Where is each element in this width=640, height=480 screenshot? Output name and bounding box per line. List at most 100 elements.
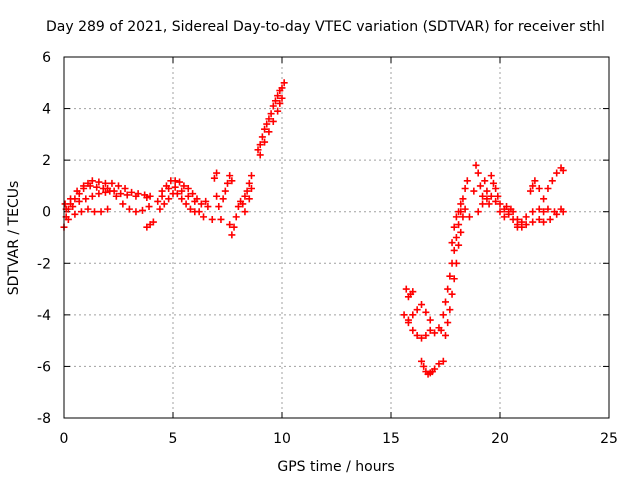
data-point (112, 192, 120, 200)
data-point (450, 223, 458, 231)
data-point (518, 223, 526, 231)
data-point (84, 205, 92, 213)
data-point (276, 99, 284, 107)
data-point (165, 185, 173, 193)
data-point (404, 316, 412, 324)
data-point (245, 195, 253, 203)
data-point (455, 241, 463, 249)
data-point (95, 190, 103, 198)
data-point (461, 185, 469, 193)
data-point (452, 213, 460, 221)
data-point (101, 179, 109, 187)
data-point (241, 208, 249, 216)
data-point (121, 185, 129, 193)
data-point (215, 203, 223, 211)
data-point (522, 213, 530, 221)
data-point (540, 208, 548, 216)
data-point (143, 194, 151, 202)
data-point (171, 177, 179, 185)
chart-title: Day 289 of 2021, Sidereal Day-to-day VTE… (46, 19, 605, 35)
data-point (191, 197, 199, 205)
data-point (173, 190, 181, 198)
data-point (115, 182, 122, 190)
data-point (254, 146, 262, 154)
data-point (247, 172, 255, 180)
data-point (459, 195, 467, 203)
data-point (228, 231, 236, 239)
data-point (553, 169, 561, 177)
data-point (104, 205, 112, 213)
data-point (219, 195, 227, 203)
data-point (239, 200, 247, 208)
data-point (125, 205, 133, 213)
data-point (448, 239, 456, 247)
data-point (77, 208, 85, 216)
y-tick-label: 0 (42, 205, 51, 221)
data-point (258, 133, 266, 141)
data-point (400, 311, 408, 319)
x-tick-label: 20 (491, 431, 509, 447)
data-point (101, 188, 109, 196)
data-point (158, 192, 166, 200)
data-point (544, 205, 552, 213)
data-point (496, 208, 504, 216)
data-point (513, 221, 521, 229)
data-point (178, 187, 186, 195)
y-tick-label: 6 (42, 50, 51, 66)
data-point (269, 102, 277, 110)
plot-frame (63, 56, 610, 419)
data-point (470, 187, 478, 195)
data-point (93, 183, 101, 191)
data-point (184, 192, 192, 200)
data-point (82, 195, 90, 203)
data-point (108, 179, 116, 187)
data-point (435, 360, 443, 368)
data-point (546, 215, 554, 223)
data-point (446, 272, 454, 280)
data-point (261, 125, 269, 133)
data-point (200, 213, 208, 221)
data-point (61, 200, 69, 208)
y-tick-label: -2 (37, 256, 51, 272)
data-point (106, 187, 114, 195)
data-point (123, 191, 131, 199)
y-axis-label: SDTVAR / TECUs (6, 181, 22, 296)
data-point (444, 285, 452, 293)
data-point (459, 213, 467, 221)
data-point (426, 326, 434, 334)
data-point (256, 141, 264, 149)
data-point (186, 205, 194, 213)
data-point (465, 213, 473, 221)
data-point (265, 128, 273, 136)
data-point (446, 306, 454, 314)
data-point (213, 192, 221, 200)
data-point (472, 161, 480, 169)
data-point (267, 110, 275, 118)
data-point (450, 275, 458, 283)
data-point (487, 192, 495, 200)
data-point (529, 218, 537, 226)
data-point (263, 120, 271, 128)
data-point (278, 94, 286, 102)
data-point (481, 177, 489, 185)
data-point (402, 285, 410, 293)
data-point (431, 329, 439, 337)
data-point (224, 179, 231, 187)
data-point (80, 182, 88, 190)
data-point (535, 215, 543, 223)
data-point (195, 208, 203, 216)
data-point (208, 215, 216, 223)
data-point (418, 334, 426, 342)
y-tick-label: 2 (42, 153, 51, 169)
data-point (197, 200, 205, 208)
grid (64, 57, 609, 418)
data-point (444, 319, 452, 327)
data-point (274, 92, 282, 100)
data-point (489, 179, 497, 187)
data-point (182, 200, 190, 208)
data-point (420, 362, 428, 370)
tick-labels: 0 5 10 15 20 25 -8 -6 -4 -2 0 2 4 6 (37, 50, 618, 447)
data-point (431, 365, 439, 373)
data-point (527, 187, 535, 195)
